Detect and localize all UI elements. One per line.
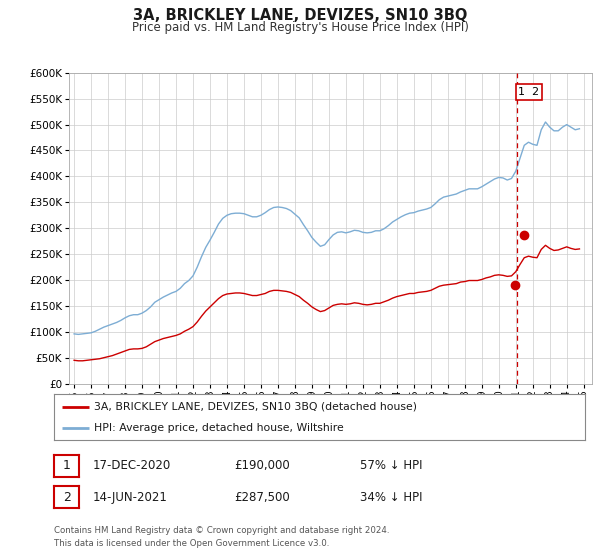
Text: Price paid vs. HM Land Registry's House Price Index (HPI): Price paid vs. HM Land Registry's House …: [131, 21, 469, 34]
Text: 17-DEC-2020: 17-DEC-2020: [93, 459, 171, 473]
Text: £287,500: £287,500: [234, 491, 290, 504]
Text: This data is licensed under the Open Government Licence v3.0.: This data is licensed under the Open Gov…: [54, 539, 329, 548]
Text: Contains HM Land Registry data © Crown copyright and database right 2024.: Contains HM Land Registry data © Crown c…: [54, 526, 389, 535]
Text: 3A, BRICKLEY LANE, DEVIZES, SN10 3BQ: 3A, BRICKLEY LANE, DEVIZES, SN10 3BQ: [133, 8, 467, 24]
Text: 57% ↓ HPI: 57% ↓ HPI: [360, 459, 422, 473]
Text: 14-JUN-2021: 14-JUN-2021: [93, 491, 168, 504]
Text: 34% ↓ HPI: 34% ↓ HPI: [360, 491, 422, 504]
Text: £190,000: £190,000: [234, 459, 290, 473]
Text: HPI: Average price, detached house, Wiltshire: HPI: Average price, detached house, Wilt…: [94, 423, 344, 433]
Text: 1: 1: [62, 459, 71, 473]
Text: 3A, BRICKLEY LANE, DEVIZES, SN10 3BQ (detached house): 3A, BRICKLEY LANE, DEVIZES, SN10 3BQ (de…: [94, 402, 417, 412]
Text: 2: 2: [62, 491, 71, 504]
Text: 1  2: 1 2: [518, 87, 539, 97]
